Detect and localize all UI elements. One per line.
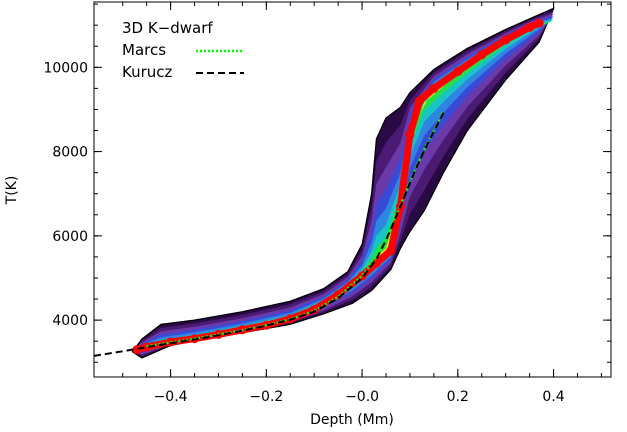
x-tick-label: 0.2 [447,389,469,405]
x-tick-label: −0.4 [154,389,188,405]
series-lines [94,111,445,357]
plot-frame [93,1,612,378]
ridge-point [132,345,142,355]
y-tick-label: 4000 [52,313,88,329]
ridge-point [501,35,511,45]
ridge-point [525,22,535,32]
y-tick-label: 6000 [52,229,88,245]
ridge-point [415,96,424,106]
x-tick-label: −0.2 [249,389,283,405]
y-tick-label: 8000 [52,145,88,161]
y-axis-label: T(K) [4,176,20,206]
density-band-4 [132,18,554,352]
y-tick-label: 10000 [43,60,88,76]
ridge-point [371,258,381,268]
ridge-point [429,83,439,93]
ridge-point [453,67,463,76]
ridge-point [405,130,415,140]
series-line-kurucz [94,112,445,357]
legend-label-marcs: Marcs [122,41,166,59]
ridge-point [142,342,152,352]
density-distribution [131,7,555,359]
ridge-point [386,246,396,256]
ridge-point [477,50,487,60]
ridge-point [534,18,544,28]
legend: 3D K−dwarf Marcs Kurucz [122,19,244,81]
x-tick-label: −0.0 [345,389,379,405]
x-axis-label: Depth (Mm) [310,412,394,428]
legend-title: 3D K−dwarf [122,19,213,37]
x-axis: −0.4 −0.2 −0.0 0.2 0.4 [122,2,602,405]
legend-label-kurucz: Kurucz [122,63,173,81]
y-axis: 4000 6000 8000 10000 [43,3,611,363]
x-tick-label: 0.4 [542,389,564,405]
